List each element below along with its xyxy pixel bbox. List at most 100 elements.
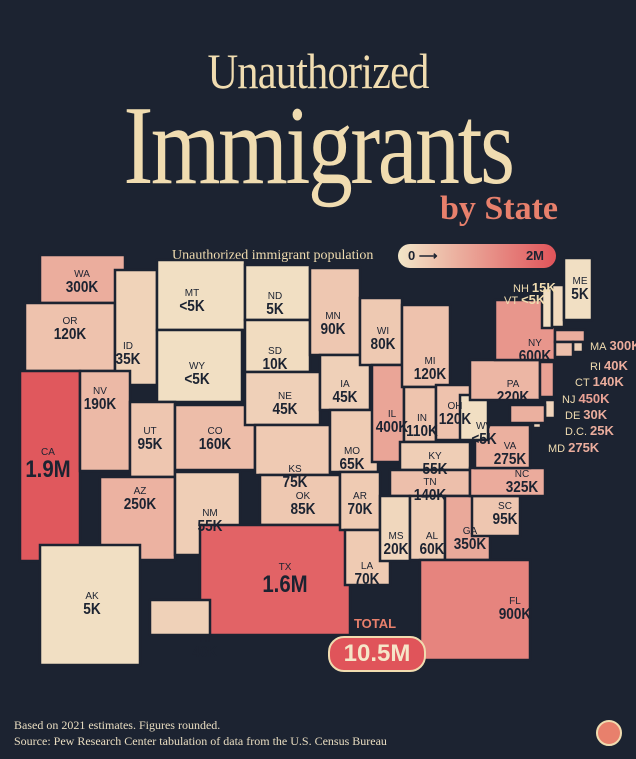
state-code: GA: [462, 526, 478, 537]
state-label-sd: SD 10K: [260, 347, 289, 373]
state-label-ne: NE 45K: [270, 392, 299, 418]
state-label-vt: VT <5K: [504, 292, 545, 308]
state-label-il: IL 400K: [373, 410, 411, 436]
state-code: AZ: [133, 486, 147, 497]
state-value: 300K: [65, 279, 99, 296]
state-code: WI: [376, 326, 390, 337]
state-value: 5K: [266, 301, 284, 318]
state-value: 400K: [375, 419, 409, 436]
state-label-dc: D.C. 25K: [565, 423, 614, 439]
state-value: 160K: [198, 436, 232, 453]
state-label-oh: OH 120K: [436, 402, 474, 428]
state-mi: [400, 303, 452, 389]
source: Source: Pew Research Center tabulation o…: [14, 734, 387, 748]
state-sc: [470, 494, 522, 538]
state-code: NY: [528, 338, 542, 349]
state-label-or: OR 120K: [51, 317, 89, 343]
state-ma: [553, 328, 587, 344]
state-value: 1.6M: [262, 571, 308, 598]
state-value: 250K: [123, 496, 157, 513]
state-value: 120K: [413, 366, 447, 383]
state-value: 5K: [571, 286, 589, 303]
state-ri: [571, 340, 585, 354]
state-value: 70K: [347, 501, 373, 518]
state-value: 140K: [592, 374, 624, 389]
state-label-wi: WI 80K: [368, 327, 397, 353]
state-value: 5K: [83, 601, 101, 618]
state-label-va: VA 275K: [491, 442, 529, 468]
state-label-nv: NV 190K: [81, 387, 119, 413]
state-code: VA: [503, 441, 517, 452]
state-value: 120K: [438, 411, 472, 428]
state-value: <5K: [179, 298, 205, 315]
state-value: 110K: [406, 423, 438, 440]
state-label-nd: ND 5K: [265, 292, 285, 318]
state-label-ks: KS 75K: [280, 465, 309, 491]
state-il: [370, 363, 406, 464]
state-code: TN: [423, 477, 437, 488]
state-ut: [128, 400, 177, 479]
state-value: 75K: [282, 474, 308, 491]
state-code: MI: [424, 356, 436, 367]
state-me: [562, 256, 594, 322]
state-code: MS: [388, 531, 404, 542]
state-label-fl: FL 900K: [496, 597, 534, 623]
state-label-in: IN 110K: [403, 414, 440, 440]
state-code: MN: [325, 311, 341, 322]
state-label-mo: MO 65K: [337, 447, 366, 473]
state-label-me: ME 5K: [570, 277, 590, 303]
state-code: CT: [575, 377, 590, 389]
state-label-ut: UT 95K: [135, 427, 164, 453]
legend-gradient: 0 ⟶ 2M: [398, 244, 556, 268]
state-value: 60K: [419, 541, 445, 558]
state-value: 95K: [137, 436, 163, 453]
total-label: TOTAL: [353, 616, 397, 631]
subtitle: by State: [439, 190, 558, 227]
state-code: MA: [590, 341, 607, 353]
state-code: OR: [62, 316, 78, 327]
state-value: 95K: [492, 511, 518, 528]
state-code: AR: [353, 491, 367, 502]
state-value: 220K: [496, 389, 530, 406]
state-value: 325K: [505, 479, 539, 496]
state-label-wv: WV <5K: [469, 422, 499, 448]
state-value: 900K: [498, 606, 532, 623]
state-label-id: ID 35K: [113, 342, 142, 368]
state-value: 10K: [262, 356, 288, 373]
state-label-nh: NH 15K: [513, 280, 556, 296]
state-label-al: AL 60K: [417, 532, 446, 558]
state-code: OH: [447, 401, 463, 412]
state-label-ok: OK 85K: [288, 492, 317, 518]
state-value: 275K: [568, 440, 600, 455]
state-ia: [318, 353, 372, 412]
state-value: 120K: [53, 326, 87, 343]
state-de: [543, 398, 557, 420]
state-value: 20K: [383, 541, 409, 558]
state-label-ct: CT 140K: [575, 374, 624, 390]
state-code: IA: [340, 379, 350, 390]
state-label-ms: MS 20K: [381, 532, 410, 558]
state-code: UT: [143, 426, 157, 437]
state-code: VT: [504, 295, 519, 307]
state-code: OK: [295, 491, 311, 502]
state-label-tx: TX 1.6M: [258, 563, 311, 597]
state-co: [173, 403, 257, 472]
state-label-az: AZ 250K: [121, 487, 159, 513]
state-ct: [553, 340, 575, 359]
state-code: ND: [267, 291, 283, 302]
state-code: MO: [343, 446, 361, 457]
state-ks: [253, 423, 332, 477]
legend-min: 0 ⟶: [408, 248, 438, 263]
state-value: 80K: [370, 336, 396, 353]
state-code: NE: [278, 391, 292, 402]
state-ca: [18, 369, 82, 563]
state-code: IL: [387, 409, 397, 420]
state-value: 300K: [609, 338, 636, 353]
state-label-ak: AK 5K: [82, 592, 102, 618]
state-label-ia: IA 45K: [330, 380, 359, 406]
state-value: 55K: [422, 461, 448, 478]
state-label-wa: WA 300K: [63, 270, 101, 296]
state-value: 1.9M: [25, 456, 71, 483]
state-value: 35K: [115, 351, 141, 368]
state-fl: [418, 558, 532, 662]
